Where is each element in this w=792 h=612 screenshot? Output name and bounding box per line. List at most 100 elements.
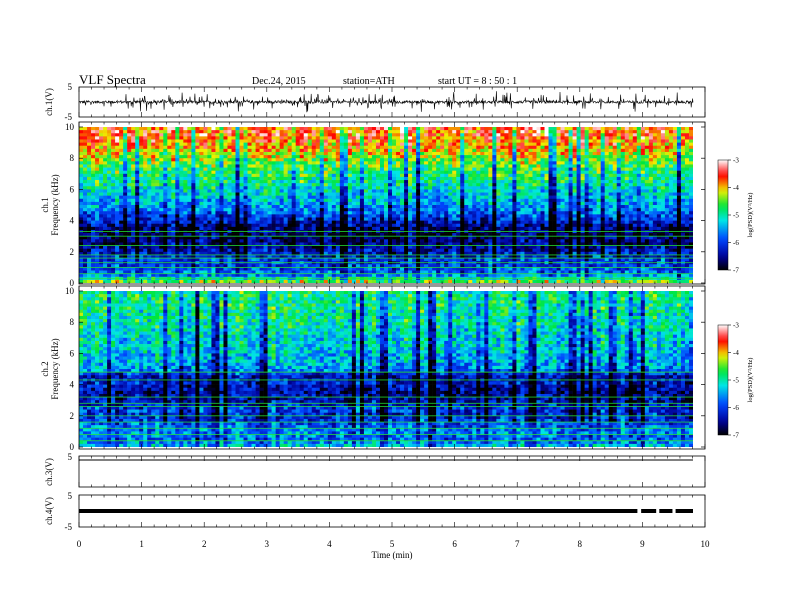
spectrogram-cell xyxy=(211,214,216,218)
spectrogram-cell xyxy=(420,167,425,171)
spectrogram-cell xyxy=(388,214,393,218)
spectrogram-cell xyxy=(319,220,325,225)
spectrogram-cell xyxy=(99,127,104,131)
spectrogram-cell xyxy=(436,180,441,184)
spectrogram-cell xyxy=(371,136,377,140)
spectrogram-cell xyxy=(183,176,188,181)
spectrogram-cell xyxy=(107,136,112,140)
spectrogram-cell xyxy=(219,183,224,187)
spectrogram-cell xyxy=(207,273,212,278)
spectrogram-cell xyxy=(231,158,236,162)
spectrogram-cell xyxy=(223,133,228,137)
spectrogram-cell xyxy=(287,139,292,143)
spectrogram-cell xyxy=(171,217,176,221)
spectrogram-cell xyxy=(259,167,264,171)
spectrogram-cell xyxy=(231,223,236,228)
spectrogram-cell xyxy=(231,248,236,253)
spectrogram-cell xyxy=(127,136,132,140)
spectrogram-cell xyxy=(432,189,437,193)
spectrogram-cell xyxy=(383,192,389,196)
spectrogram-cell xyxy=(275,248,280,253)
spectrogram-cell xyxy=(155,239,160,243)
spectrogram-cell xyxy=(319,158,325,162)
spectrogram-cell xyxy=(392,270,397,274)
spectrogram-cell xyxy=(279,223,284,228)
spectrogram-cell xyxy=(127,189,132,193)
spectrogram-cell xyxy=(107,217,112,221)
spectrogram-cell xyxy=(175,223,180,228)
spectrogram-cell xyxy=(131,211,136,215)
spectrogram-cell xyxy=(263,127,268,131)
spectrogram-cell xyxy=(359,195,365,200)
spectrogram-cell xyxy=(279,133,284,137)
spectrogram-cell xyxy=(335,279,341,283)
spectrogram-cell xyxy=(119,176,124,181)
spectrogram-cell xyxy=(371,233,377,237)
spectrogram-cell xyxy=(143,173,148,178)
spectrogram-cell xyxy=(452,183,457,187)
spectrogram-cell xyxy=(331,220,337,225)
spectrogram-cell xyxy=(392,201,397,206)
spectrogram-cell xyxy=(371,133,377,137)
spectrogram-cell xyxy=(163,161,168,165)
spectrogram-cell xyxy=(263,226,268,231)
spectrogram-cell xyxy=(131,186,136,190)
spectrogram-cell xyxy=(147,148,152,153)
spectrogram-cell xyxy=(175,233,180,237)
spectrogram-cell xyxy=(131,254,136,259)
spectrogram-cell xyxy=(307,189,313,193)
spectrogram-cell xyxy=(363,180,369,184)
spectrogram-cell xyxy=(456,158,461,162)
spectrogram-cell xyxy=(299,208,305,212)
spectrogram-cell xyxy=(319,236,325,240)
spectrogram-cell xyxy=(135,183,140,187)
spectrogram-cell xyxy=(408,208,413,212)
spectrogram-cell xyxy=(163,251,168,256)
spectrogram-cell xyxy=(267,258,272,262)
spectrogram-cell xyxy=(299,195,305,200)
spectrogram-cell xyxy=(99,176,104,181)
spectrogram-cell xyxy=(440,217,445,221)
spectrogram-cell xyxy=(219,158,224,162)
spectrogram-cell xyxy=(163,145,168,150)
spectrogram-cell xyxy=(179,186,184,190)
spectrogram-cell xyxy=(420,173,425,178)
spectrogram-cell xyxy=(287,205,292,209)
spectrogram-cell xyxy=(416,242,421,246)
spectrogram-cell xyxy=(151,198,156,203)
spectrogram-cell xyxy=(287,161,292,165)
spectrogram-cell xyxy=(239,139,244,143)
spectrogram-cell xyxy=(91,148,96,153)
spectrogram-cell xyxy=(239,183,244,187)
spectrogram-cell xyxy=(155,173,160,178)
spectrogram-cell xyxy=(83,201,88,206)
spectrogram-cell xyxy=(444,251,449,256)
spectrogram-cell xyxy=(275,205,280,209)
spectrogram-cell xyxy=(131,205,136,209)
spectrogram-cell xyxy=(119,248,124,253)
spectrogram-cell xyxy=(99,201,104,206)
spectrogram-cell xyxy=(247,258,252,262)
spectrogram-cell xyxy=(271,130,276,134)
spectrogram-cell xyxy=(412,211,417,215)
spectrogram-cell xyxy=(283,214,288,218)
spectrogram-cell xyxy=(404,267,409,271)
spectrogram-cell xyxy=(331,164,337,168)
spectrogram-cell xyxy=(424,270,429,274)
spectrogram-cell xyxy=(167,180,172,184)
spectrogram-cell xyxy=(239,214,244,218)
spectrogram-cell xyxy=(255,158,260,162)
spectrogram-cell xyxy=(283,264,288,268)
spectrogram-cell xyxy=(424,264,429,268)
spectrogram-cell xyxy=(83,186,88,190)
spectrogram-cell xyxy=(267,205,272,209)
spectrogram-cell xyxy=(171,173,176,178)
spectrogram-cell xyxy=(315,267,321,271)
spectrogram-cell xyxy=(179,211,184,215)
spectrogram-cell xyxy=(343,148,349,153)
spectrogram-cell xyxy=(424,201,429,206)
spectrogram-cell xyxy=(235,267,240,271)
spectrogram-cell xyxy=(187,133,192,137)
spectrogram-cell xyxy=(231,245,236,249)
spectrogram-cell xyxy=(460,195,465,200)
